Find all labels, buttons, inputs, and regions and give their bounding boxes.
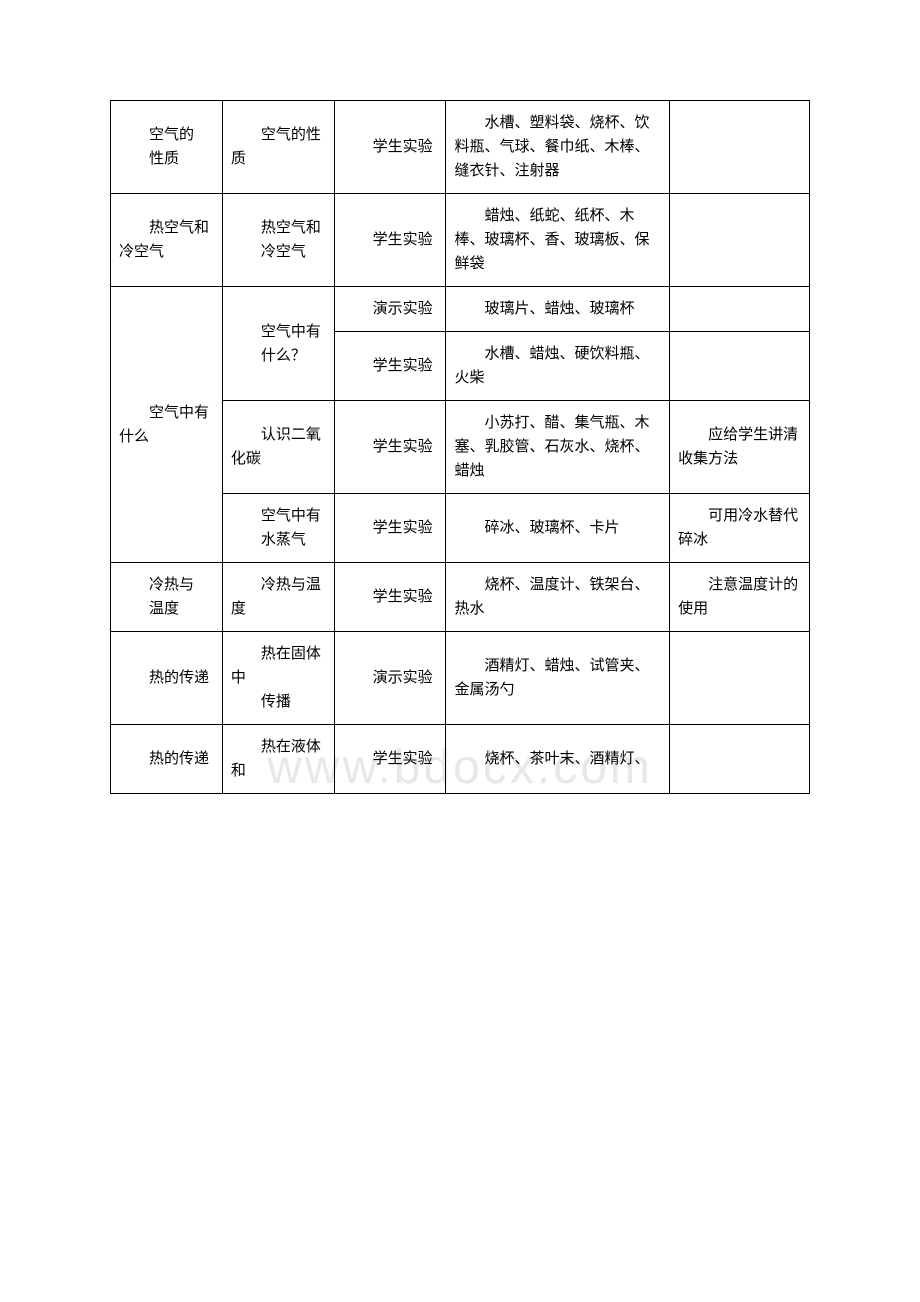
cell-text: 空气的性质 <box>231 123 326 171</box>
experiment-cell: 冷热与温度 <box>222 563 334 632</box>
cell-text: 酒精灯、蜡烛、试管夹、金属汤勺 <box>454 654 661 702</box>
cell-text: 性质 <box>119 147 214 171</box>
cell-text: 冷热与 <box>119 573 214 597</box>
table-row: 空气中有什么 空气中有 什么？ 演示实验 玻璃片、蜡烛、玻璃杯 <box>111 287 810 332</box>
cell-text: 学生实验 <box>343 747 438 771</box>
cell-text: 蜡烛、纸蛇、纸杯、木棒、玻璃杯、香、玻璃板、保鲜袋 <box>454 204 661 276</box>
cell-text: 应给学生讲清收集方法 <box>678 423 801 471</box>
experiment-cell: 空气中有 水蒸气 <box>222 494 334 563</box>
table-row: 冷热与 温度 冷热与温度 学生实验 烧杯、温度计、铁架台、热水 注意温度计的使用 <box>111 563 810 632</box>
cell-text: 热的传递 <box>119 747 214 771</box>
cell-text: 热在液体和 <box>231 735 326 783</box>
materials-cell: 蜡烛、纸蛇、纸杯、木棒、玻璃杯、香、玻璃板、保鲜袋 <box>446 194 670 287</box>
materials-cell: 水槽、蜡烛、硬饮料瓶、火柴 <box>446 332 670 401</box>
materials-cell: 烧杯、温度计、铁架台、热水 <box>446 563 670 632</box>
cell-text: 学生实验 <box>343 135 438 159</box>
note-cell: 应给学生讲清收集方法 <box>670 401 810 494</box>
cell-text: 水槽、塑料袋、烧杯、饮料瓶、气球、餐巾纸、木棒、缝衣针、注射器 <box>454 111 661 183</box>
table-row: 热空气和冷空气 热空气和 冷空气 学生实验 蜡烛、纸蛇、纸杯、木棒、玻璃杯、香、… <box>111 194 810 287</box>
experiment-cell: 热空气和 冷空气 <box>222 194 334 287</box>
cell-text: 注意温度计的使用 <box>678 573 801 621</box>
note-cell <box>670 194 810 287</box>
cell-text: 学生实验 <box>343 354 438 378</box>
materials-cell: 水槽、塑料袋、烧杯、饮料瓶、气球、餐巾纸、木棒、缝衣针、注射器 <box>446 101 670 194</box>
materials-cell: 烧杯、茶叶末、酒精灯、 <box>446 725 670 794</box>
cell-text: 热空气和 <box>231 216 326 240</box>
type-cell: 学生实验 <box>334 194 446 287</box>
cell-text: 空气的 <box>119 123 214 147</box>
cell-text: 什么？ <box>231 344 326 368</box>
note-cell <box>670 101 810 194</box>
cell-text: 小苏打、醋、集气瓶、木塞、乳胶管、石灰水、烧杯、蜡烛 <box>454 411 661 483</box>
cell-text: 传播 <box>231 690 326 714</box>
cell-text: 水蒸气 <box>231 528 326 552</box>
note-cell <box>670 287 810 332</box>
cell-text: 冷空气 <box>231 240 326 264</box>
cell-text: 玻璃片、蜡烛、玻璃杯 <box>454 297 661 321</box>
cell-text: 冷热与温度 <box>231 573 326 621</box>
cell-text: 烧杯、茶叶末、酒精灯、 <box>454 747 661 771</box>
note-cell: 可用冷水替代碎冰 <box>670 494 810 563</box>
cell-text: 学生实验 <box>343 435 438 459</box>
cell-text: 空气中有什么 <box>119 401 214 449</box>
cell-text: 可用冷水替代碎冰 <box>678 504 801 552</box>
cell-text: 热空气和冷空气 <box>119 216 214 264</box>
experiment-table: 空气的 性质 空气的性质 学生实验 水槽、塑料袋、烧杯、饮料瓶、气球、餐巾纸、木… <box>110 100 810 794</box>
materials-cell: 碎冰、玻璃杯、卡片 <box>446 494 670 563</box>
type-cell: 学生实验 <box>334 101 446 194</box>
cell-text: 水槽、蜡烛、硬饮料瓶、火柴 <box>454 342 661 390</box>
cell-text: 碎冰、玻璃杯、卡片 <box>454 516 661 540</box>
type-cell: 学生实验 <box>334 401 446 494</box>
note-cell <box>670 632 810 725</box>
materials-cell: 酒精灯、蜡烛、试管夹、金属汤勺 <box>446 632 670 725</box>
note-cell <box>670 332 810 401</box>
experiment-cell: 热在液体和 <box>222 725 334 794</box>
topic-cell: 空气中有什么 <box>111 287 223 563</box>
cell-text: 温度 <box>119 597 214 621</box>
cell-text: 热在固体中 <box>231 642 326 690</box>
topic-cell: 热的传递 <box>111 725 223 794</box>
topic-cell: 热的传递 <box>111 632 223 725</box>
topic-cell: 空气的 性质 <box>111 101 223 194</box>
note-cell: 注意温度计的使用 <box>670 563 810 632</box>
type-cell: 学生实验 <box>334 494 446 563</box>
cell-text: 学生实验 <box>343 585 438 609</box>
experiment-cell: 空气的性质 <box>222 101 334 194</box>
table-row: 空气的 性质 空气的性质 学生实验 水槽、塑料袋、烧杯、饮料瓶、气球、餐巾纸、木… <box>111 101 810 194</box>
cell-text: 烧杯、温度计、铁架台、热水 <box>454 573 661 621</box>
type-cell: 演示实验 <box>334 287 446 332</box>
cell-text: 学生实验 <box>343 516 438 540</box>
type-cell: 学生实验 <box>334 563 446 632</box>
table-row: 热的传递 热在固体中 传播 演示实验 酒精灯、蜡烛、试管夹、金属汤勺 <box>111 632 810 725</box>
cell-text: 热的传递 <box>119 666 214 690</box>
experiment-cell: 空气中有 什么？ <box>222 287 334 401</box>
cell-text: 空气中有 <box>231 504 326 528</box>
materials-cell: 小苏打、醋、集气瓶、木塞、乳胶管、石灰水、烧杯、蜡烛 <box>446 401 670 494</box>
cell-text: 学生实验 <box>343 228 438 252</box>
topic-cell: 冷热与 温度 <box>111 563 223 632</box>
cell-text: 演示实验 <box>343 297 438 321</box>
type-cell: 演示实验 <box>334 632 446 725</box>
cell-text: 认识二氧化碳 <box>231 423 326 471</box>
experiment-cell: 热在固体中 传播 <box>222 632 334 725</box>
table-row: 热的传递 热在液体和 学生实验 烧杯、茶叶末、酒精灯、 <box>111 725 810 794</box>
experiment-cell: 认识二氧化碳 <box>222 401 334 494</box>
table-container: www.bdocx.com 空气的 性质 空气的性质 学生实验 <box>110 100 810 794</box>
cell-text: 演示实验 <box>343 666 438 690</box>
type-cell: 学生实验 <box>334 332 446 401</box>
materials-cell: 玻璃片、蜡烛、玻璃杯 <box>446 287 670 332</box>
topic-cell: 热空气和冷空气 <box>111 194 223 287</box>
note-cell <box>670 725 810 794</box>
cell-text: 空气中有 <box>231 320 326 344</box>
type-cell: 学生实验 <box>334 725 446 794</box>
